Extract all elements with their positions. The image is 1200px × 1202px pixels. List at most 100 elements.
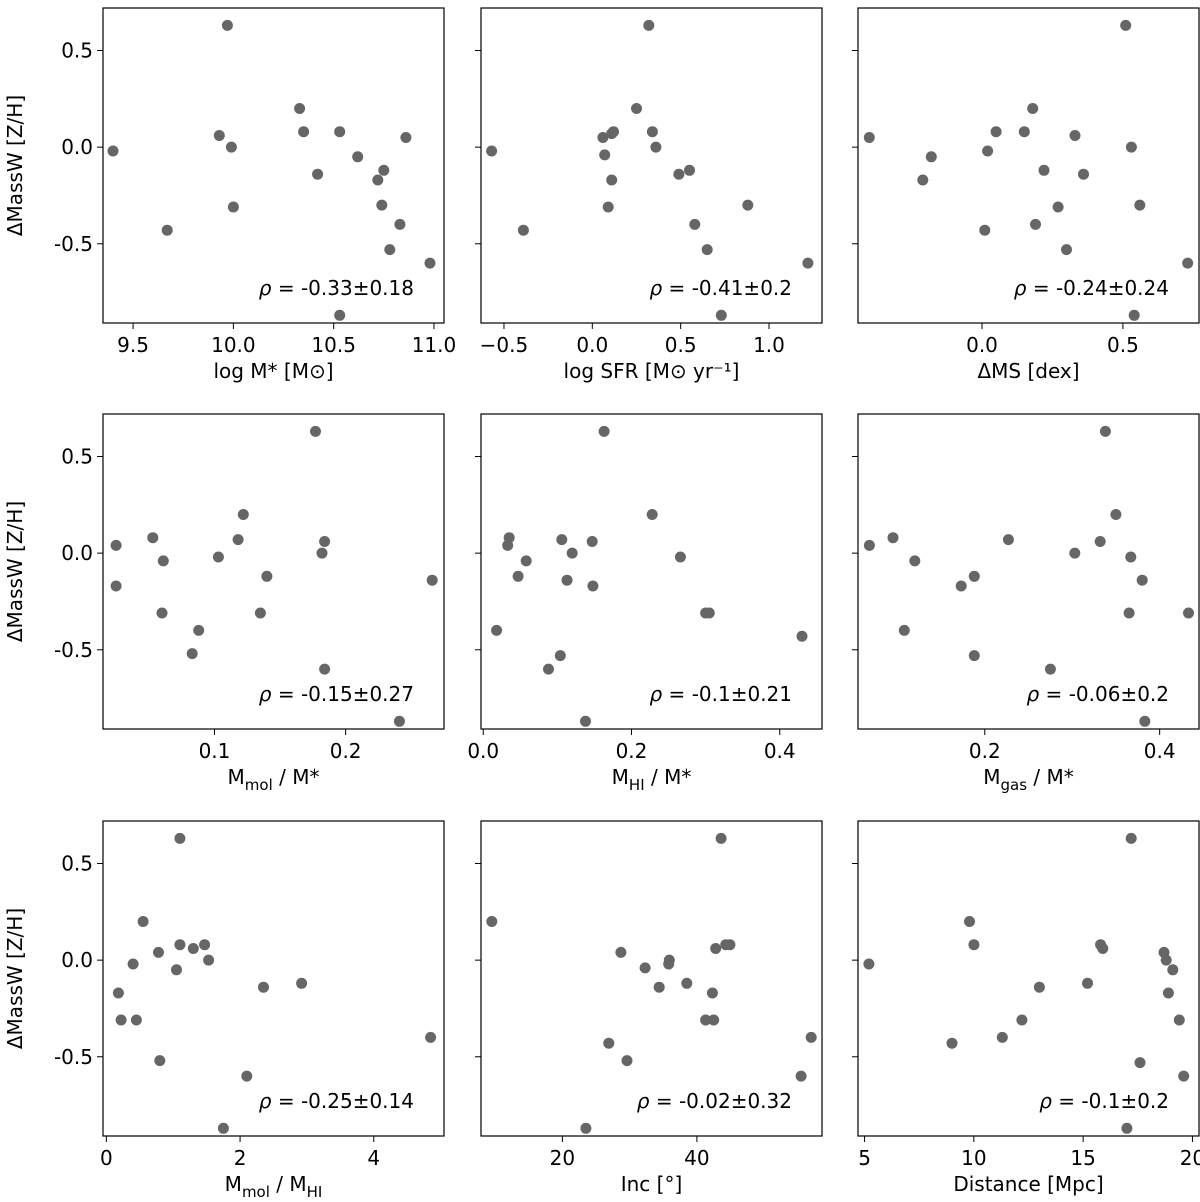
data-point [898,624,910,636]
data-point [543,663,554,675]
y-tick-label: 0.5 [61,445,93,469]
scatter-panel-6: 0.2 0.4 Mgas / M* ρ = -0.06±0.2 [852,413,1200,794]
axes-frame [102,413,445,730]
x-tick-label: 0.2 [969,739,1001,763]
data-point [294,103,306,114]
data-point [186,648,198,660]
data-point [107,145,119,157]
data-point [156,607,168,619]
x-axis-label: Mmol / MHI [225,1172,323,1201]
data-point [968,650,980,662]
data-point [599,149,611,161]
data-point [174,939,186,951]
data-point [187,943,199,954]
x-axis-label: ΔMS [dex] [977,359,1079,383]
rho-annotation: ρ = -0.02±0.32 [637,1089,792,1113]
data-point [964,916,975,927]
data-point [795,1070,807,1082]
data-point [700,1014,712,1026]
data-point [237,509,249,520]
x-tick-label: 0.4 [1144,739,1176,763]
data-point [1136,574,1148,586]
data-point [199,939,211,951]
data-point [393,715,405,727]
y-tick-label: -0.5 [54,638,93,662]
data-point [110,580,122,592]
data-point [946,1037,958,1049]
data-point [334,126,346,138]
data-point [1016,1014,1028,1026]
scatter-panel-4: 0.5 0.0 -0.5 0.1 0.2 Mmol / M* ΔMassW [Z/H] ρ =… [3,413,445,794]
y-tick-label: -0.5 [54,232,93,256]
data-point [203,954,215,966]
x-tick-label: 11.0 [412,333,457,357]
data-point [556,534,568,546]
data-point [621,1055,633,1067]
data-point [400,132,412,143]
data-point [112,987,124,999]
data-point [715,832,727,844]
data-point [1094,536,1106,547]
x-tick-label: −0.5 [480,333,529,357]
y-tick-label: 0.5 [61,39,93,63]
data-point [863,132,875,143]
x-axis-label: Mgas / M* [983,765,1074,794]
data-point [241,1070,253,1082]
data-point [225,141,237,153]
data-point [706,987,718,999]
data-point [352,151,364,163]
data-point [1082,977,1093,989]
data-point [598,425,610,437]
data-point [517,224,529,236]
axes-frame [857,7,1200,324]
data-point [996,1031,1008,1043]
x-tick-label: 10 [961,1146,986,1170]
axes-frame [480,413,823,730]
rho-annotation: ρ = -0.1±0.2 [1039,1089,1169,1113]
data-point [296,977,308,989]
x-tick-label: 0.0 [467,739,499,763]
x-axis-label: Mmol / M* [228,765,320,794]
rho-annotation: ρ = -0.06±0.2 [1027,682,1170,706]
data-point [312,168,324,180]
data-point [1125,551,1137,563]
data-point [887,532,899,544]
x-tick-label: 10.5 [311,333,356,357]
data-point [955,580,967,592]
data-point [161,224,173,236]
data-point [646,509,658,520]
rho-annotation: ρ = -0.41±0.2 [650,276,793,300]
data-point [561,574,573,586]
x-tick-label: 0.0 [966,333,998,357]
data-point [703,607,715,619]
rho-annotation: ρ = -0.1±0.21 [650,682,793,706]
data-point [157,555,169,567]
data-point [608,126,619,138]
axes-frame [102,7,445,324]
data-point [566,547,578,559]
data-point [1128,309,1140,321]
data-point [925,151,937,163]
data-point [968,570,980,582]
data-point [650,141,662,153]
data-point [1099,425,1111,437]
data-point [909,555,921,567]
rho-annotation: ρ = -0.33±0.18 [259,276,414,300]
data-point [1183,607,1194,619]
data-point [1030,218,1041,230]
data-point [1162,987,1174,999]
x-tick-label: 0 [100,1146,113,1170]
data-point [319,663,331,675]
scatter-panel-9: 5 10 15 20 Distance [Mpc] ρ = -0.1±0.2 [852,820,1200,1196]
x-tick-label: 0.5 [1107,333,1139,357]
data-point [1033,981,1045,993]
data-point [602,201,614,213]
x-tick-label: 40 [684,1146,709,1170]
data-point [1078,168,1089,180]
data-point [586,536,598,547]
data-point [646,126,658,138]
x-tick-label: 15 [1070,1146,1095,1170]
data-point [1052,201,1064,213]
